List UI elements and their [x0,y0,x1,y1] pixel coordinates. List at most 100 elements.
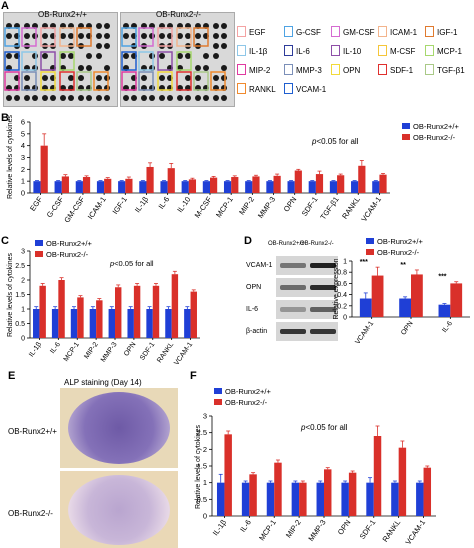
y-tick-label: 0.2 [337,303,347,310]
y-tick-label: 0 [21,336,25,343]
array-spot [195,65,201,71]
array-spot [96,23,102,29]
array-spot [185,75,191,81]
bar-wt [75,181,83,193]
array-spot [42,95,48,101]
legend-swatch [425,64,434,75]
legend-label: GM-CSF [343,28,375,37]
array-spot [141,75,147,81]
x-tick-label: RANKL [156,341,175,364]
bar-ko [40,145,48,193]
array-spot-box [21,71,37,91]
legend-label-wt: OB-Runx2+/+ [413,122,459,131]
array-spot [141,33,147,39]
array-spot [185,33,191,39]
legend-label: IL-6 [296,47,310,56]
bar-ko [167,168,175,193]
bar-ko [348,472,357,516]
array-spot [177,95,183,101]
bar-ko [315,174,324,193]
array-spot-box [121,27,137,47]
legend-label: OPN [343,66,361,75]
legend-label: IGF-1 [437,28,458,37]
x-tick-label: RANKL [381,518,403,544]
array-spot [185,95,191,101]
array-title-wt: OB-Runx2+/+ [38,10,87,19]
legend-item-il-10: IL-10 [331,45,361,56]
p-value-note: p<0.05 for all [109,259,154,268]
x-tick-label: IL-6 [49,341,62,355]
legend-swatch [284,26,293,37]
array-spot [68,33,74,39]
y-tick-label: 1.5 [197,462,207,471]
legend-label: ICAM-1 [390,28,418,37]
x-tick-label: IL-1β [28,341,43,358]
array-spot [60,53,66,59]
bar-ko [58,280,65,338]
array-spot [24,75,30,81]
array-spot [60,95,66,101]
array-spot [42,75,48,81]
bar-ko [373,436,382,516]
bar-wt [216,482,225,516]
array-spot-box [121,51,137,71]
y-tick-label: 0.5 [15,321,25,328]
legend-swatch [284,83,293,94]
legend-swatch [378,64,387,75]
bar-wt [366,482,374,516]
y-tick-label: 1 [21,177,25,186]
bar-wt [266,181,274,193]
array-spot [221,65,227,71]
y-tick-label: 3 [21,249,25,256]
array-spot [104,43,110,49]
y-axis-title: Relative levels of cytokines [195,424,202,509]
legend-item-vcam-1: VCAM-1 [284,83,326,94]
x-tick-label: IL-1β [133,194,151,214]
bar-ko [371,275,384,317]
x-tick-label: MCP-1 [214,195,235,219]
alp-row-wt: OB-Runx2+/+ [8,427,57,436]
bar-wt [51,309,59,338]
bar-wt [118,181,126,193]
x-tick-label: MIP-2 [237,195,256,217]
panel-a-letter: A [1,0,9,12]
array-spot-box [176,71,192,91]
blot-label-beta-actin: β-actin [246,328,268,335]
legend-label-ko: OB-Runx2-/- [413,133,456,142]
bar-ko [358,165,366,193]
legend-swatch [425,45,434,56]
array-spot-box [93,71,109,91]
x-tick-label: GM-CSF [62,195,87,225]
legend-swatch [237,83,246,94]
legend-swatch-wt [366,238,374,244]
bar-wt [287,181,295,193]
y-tick-label: 3 [203,412,207,421]
bar-wt [223,181,232,193]
legend-swatch-wt [35,240,43,246]
x-tick-label: IL-6 [238,518,253,534]
array-spot [42,53,48,59]
bar-ko [299,482,307,516]
array-spot-box [157,51,173,71]
bar-ko [224,434,232,516]
array-spot [32,33,38,39]
bar-wt [54,181,62,193]
legend-label: IL-1β [249,47,268,56]
legend-label: TGF-β1 [437,66,465,75]
array-spot [104,23,110,29]
blot-strip-il-6 [276,300,338,319]
legend-swatch-wt [402,123,410,129]
bar-ko [249,474,257,516]
array-spot-box [4,71,20,91]
array-spot [6,53,12,59]
array-spot [60,33,66,39]
x-tick-label: MMP-3 [100,341,119,364]
bar-wt [146,309,153,338]
array-spot [6,95,12,101]
bar-wt [181,181,189,193]
array-spot-box [121,71,137,91]
bar-wt [266,482,275,516]
x-tick-label: IL-6 [156,195,171,211]
array-spot [203,95,209,101]
array-spot [123,53,129,59]
